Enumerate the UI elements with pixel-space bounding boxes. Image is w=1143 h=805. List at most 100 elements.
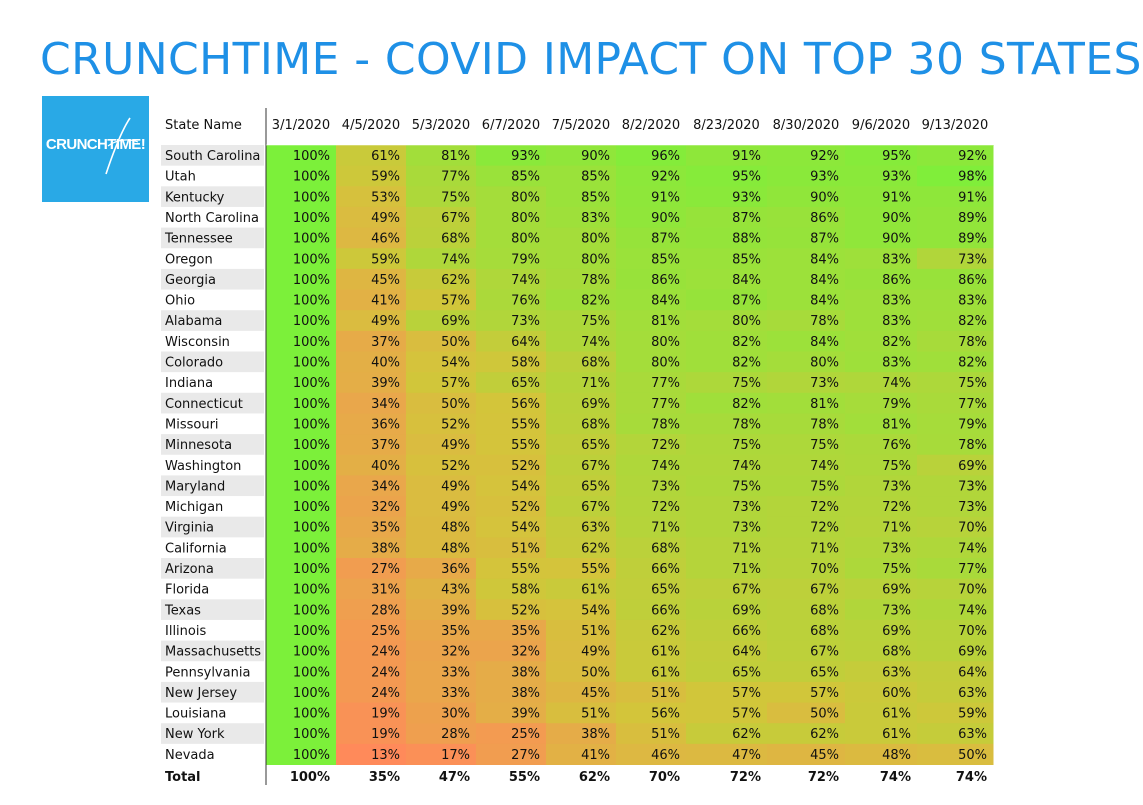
page-title: CRUNCHTIME - COVID IMPACT ON TOP 30 STAT… bbox=[40, 34, 1142, 85]
cell-value: 19% bbox=[371, 707, 400, 722]
cell-value: 73% bbox=[651, 479, 680, 494]
cell-value: 34% bbox=[371, 397, 400, 412]
heatmap-cell bbox=[616, 330, 687, 352]
heatmap-cell bbox=[476, 723, 547, 745]
heatmap-cell bbox=[767, 330, 846, 352]
column-header-8-30-2020: 8/30/2020 bbox=[773, 118, 840, 133]
cell-value: 80% bbox=[732, 314, 761, 329]
cell-value: 28% bbox=[441, 727, 470, 742]
cell-value: 51% bbox=[651, 686, 680, 701]
row-label: Minnesota bbox=[165, 438, 232, 453]
cell-value: 56% bbox=[651, 707, 680, 722]
heatmap-cell bbox=[546, 599, 617, 621]
heatmap-cell bbox=[476, 248, 547, 270]
heatmap-cell bbox=[406, 619, 477, 642]
row-name-background bbox=[161, 351, 264, 373]
heatmap-cell bbox=[476, 475, 547, 497]
heatmap-cell bbox=[845, 227, 918, 249]
cell-value: 74% bbox=[441, 252, 470, 267]
cell-value: 58% bbox=[511, 583, 540, 598]
heatmap-cell bbox=[845, 578, 918, 600]
cell-value: 100% bbox=[293, 686, 330, 701]
heatmap-cell bbox=[266, 743, 337, 765]
cell-value: 77% bbox=[651, 397, 680, 412]
heatmap-cell bbox=[845, 599, 918, 621]
heatmap-cell bbox=[476, 558, 547, 580]
cell-value: 68% bbox=[810, 603, 839, 618]
heatmap-cell bbox=[767, 661, 846, 683]
cell-value: 100% bbox=[293, 356, 330, 371]
cell-value: 83% bbox=[882, 294, 911, 309]
heatmap-cell bbox=[767, 351, 846, 373]
cell-value: 68% bbox=[882, 645, 911, 660]
heatmap-cell bbox=[336, 434, 407, 456]
heatmap-cell bbox=[406, 599, 477, 621]
heatmap-cell bbox=[336, 372, 407, 394]
cell-value: 86% bbox=[810, 211, 839, 226]
cell-value: 69% bbox=[732, 603, 761, 618]
heatmap-cell bbox=[845, 723, 918, 745]
cell-value: 52% bbox=[441, 459, 470, 474]
heatmap-cell bbox=[917, 681, 994, 704]
heatmap-cell bbox=[767, 496, 846, 518]
cell-value: 27% bbox=[371, 562, 400, 577]
cell-value: 72% bbox=[651, 438, 680, 453]
heatmap-cell bbox=[686, 743, 768, 765]
cell-value: 100% bbox=[293, 314, 330, 329]
cell-value: 80% bbox=[810, 356, 839, 371]
row-label: Nevada bbox=[165, 748, 215, 763]
crunchtime-logo: CRUNCHTIME! bbox=[42, 96, 149, 202]
cell-value: 75% bbox=[958, 376, 987, 391]
cell-value: 100% bbox=[293, 603, 330, 618]
cell-value: 100% bbox=[293, 707, 330, 722]
cell-value: 85% bbox=[581, 190, 610, 205]
heatmap-cell bbox=[546, 743, 617, 765]
column-header-state-name: State Name bbox=[165, 118, 242, 133]
heatmap-cell bbox=[845, 413, 918, 435]
cell-value: 57% bbox=[441, 376, 470, 391]
heatmap-cell bbox=[616, 289, 687, 311]
heatmap-cell bbox=[917, 310, 994, 332]
heatmap-cell bbox=[476, 227, 547, 249]
heatmap-cell bbox=[845, 619, 918, 642]
heatmap-cell bbox=[616, 661, 687, 683]
cell-value: 39% bbox=[441, 603, 470, 618]
heatmap-cell bbox=[917, 661, 994, 683]
cell-value: 71% bbox=[732, 541, 761, 556]
heatmap-cell bbox=[266, 702, 337, 724]
cell-value: 71% bbox=[810, 541, 839, 556]
cell-value: 48% bbox=[882, 748, 911, 763]
cell-value: 100% bbox=[293, 294, 330, 309]
cell-value: 47% bbox=[732, 748, 761, 763]
cell-value: 30% bbox=[441, 707, 470, 722]
heatmap-cell bbox=[686, 496, 768, 518]
heatmap-cell bbox=[476, 454, 547, 476]
heatmap-cell bbox=[336, 227, 407, 249]
cell-value: 40% bbox=[371, 356, 400, 371]
cell-value: 92% bbox=[958, 149, 987, 164]
cell-value: 85% bbox=[581, 170, 610, 185]
heatmap-cell bbox=[767, 227, 846, 249]
heatmap-cell bbox=[546, 475, 617, 497]
cell-value: 28% bbox=[371, 603, 400, 618]
cell-value: 87% bbox=[732, 294, 761, 309]
cell-value: 80% bbox=[511, 211, 540, 226]
cell-value: 74% bbox=[810, 459, 839, 474]
cell-value: 38% bbox=[581, 727, 610, 742]
cell-value: 55% bbox=[511, 438, 540, 453]
heatmap-cell bbox=[767, 206, 846, 229]
cell-value: 100% bbox=[293, 397, 330, 412]
cell-value: 89% bbox=[958, 232, 987, 247]
heatmap-cell bbox=[616, 372, 687, 394]
cell-value: 95% bbox=[882, 149, 911, 164]
cell-value: 79% bbox=[958, 417, 987, 432]
heatmap-cell bbox=[616, 702, 687, 724]
cell-value: 25% bbox=[511, 727, 540, 742]
heatmap-cell bbox=[845, 475, 918, 497]
row-name-background bbox=[161, 227, 264, 249]
heatmap-cell bbox=[546, 392, 617, 414]
heatmap-cell bbox=[266, 619, 337, 642]
heatmap-cell bbox=[476, 145, 547, 167]
heatmap-cell bbox=[917, 351, 994, 373]
heatmap-cell bbox=[767, 454, 846, 476]
